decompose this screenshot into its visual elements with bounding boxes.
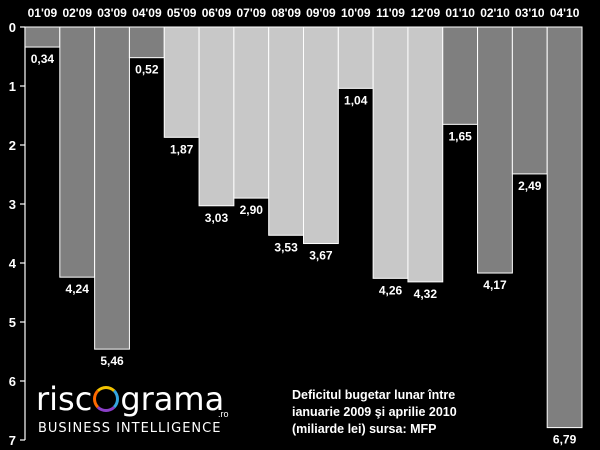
caption-line-1: Deficitul bugetar lunar între [292,388,456,402]
logo-word-left: risc [36,380,93,418]
bar [303,26,339,245]
value-label: 3,67 [309,249,333,263]
category-label: 01'09 [28,6,58,20]
value-label: 2,90 [240,203,264,217]
value-label: 1,65 [448,129,472,143]
category-label: 08'09 [271,6,301,20]
bar [546,26,583,429]
value-label: 4,17 [483,278,507,292]
bar [442,26,479,125]
caption-line-3: (miliarde lei) sursa: MFP [292,422,437,436]
value-label: 6,79 [553,433,577,447]
category-label: 03'10 [515,6,545,20]
bar [407,26,444,283]
value-label: 1,04 [344,93,368,107]
bar [233,26,270,199]
category-label: 10'09 [341,6,371,20]
bar [198,26,235,207]
category-label: 02'09 [62,6,92,20]
bar [24,26,61,48]
bar [94,26,130,350]
category-label: 07'09 [237,6,267,20]
y-tick-label: 5 [9,315,16,330]
riscograma-logo: risc grama .ro BUSINESS INTELLIGENCE [36,380,246,442]
logo-word-right: grama [120,380,225,418]
caption-line-2: ianuarie 2009 şi aprilie 2010 [292,405,457,419]
category-label: 04'09 [132,6,162,20]
bar [477,26,513,274]
category-label: 01'10 [445,6,475,20]
category-label: 05'09 [167,6,197,20]
chart-caption: Deficitul bugetar lunar între ianuarie 2… [292,387,522,438]
bar [337,26,374,89]
category-label: 02'10 [480,6,510,20]
category-label: 11'09 [376,6,405,20]
bar [268,26,304,236]
y-tick-label: 1 [9,79,16,94]
value-label: 5,46 [100,354,124,368]
value-label: 2,49 [518,179,542,193]
value-label: 4,24 [66,282,90,296]
y-tick-label: 4 [9,256,17,271]
y-tick-label: 7 [9,433,16,448]
category-label: 06'09 [202,6,232,20]
bar [163,26,200,138]
bar [128,26,165,59]
y-tick-label: 6 [9,374,16,389]
bar [372,26,409,279]
logo-wordmark: risc grama [36,380,224,418]
category-label: 03'09 [97,6,127,20]
bar [59,26,96,278]
value-label: 1,87 [170,142,194,156]
category-label: 09'09 [306,6,336,20]
value-label: 0,34 [31,52,55,66]
bar [511,26,548,175]
value-label: 3,53 [274,240,298,254]
category-label: 04'10 [550,6,580,20]
value-label: 4,32 [414,287,438,301]
y-tick-label: 3 [9,197,16,212]
value-label: 3,03 [205,211,229,225]
y-tick-label: 0 [9,20,16,35]
category-label: 12'09 [411,6,441,20]
y-tick-label: 2 [9,138,16,153]
value-label: 4,26 [379,283,403,297]
value-label: 0,52 [135,63,159,77]
logo-tagline: BUSINESS INTELLIGENCE [38,421,222,436]
logo-o-ring-icon [93,386,120,412]
logo-suffix: .ro [218,409,229,419]
